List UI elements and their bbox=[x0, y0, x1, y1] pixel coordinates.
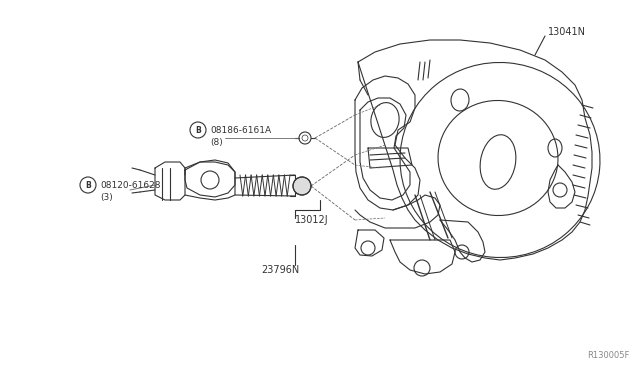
Text: B: B bbox=[85, 180, 91, 189]
Text: 13041N: 13041N bbox=[548, 27, 586, 37]
Text: 08186-6161A: 08186-6161A bbox=[210, 125, 271, 135]
Text: 23796N: 23796N bbox=[261, 265, 299, 275]
Text: (8): (8) bbox=[210, 138, 223, 147]
Circle shape bbox=[293, 177, 311, 195]
Text: B: B bbox=[195, 125, 201, 135]
Text: (3): (3) bbox=[100, 192, 113, 202]
Text: 08120-61628: 08120-61628 bbox=[100, 180, 161, 189]
Text: 13012J: 13012J bbox=[295, 215, 328, 225]
Text: R130005F: R130005F bbox=[588, 350, 630, 359]
